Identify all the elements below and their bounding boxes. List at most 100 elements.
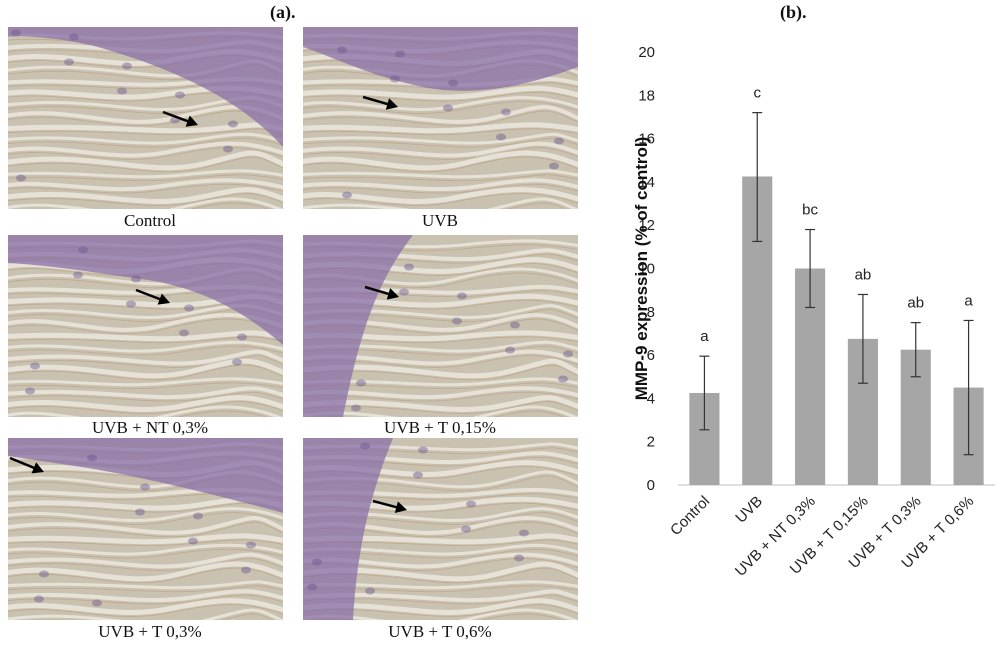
cell-nucleus	[404, 263, 414, 271]
brown-stain-fiber	[334, 202, 568, 209]
cell-nucleus	[232, 358, 242, 366]
collagen-fiber	[303, 358, 578, 379]
brown-stain-fiber	[8, 548, 283, 559]
cell-nucleus	[395, 50, 405, 58]
brown-stain-fiber	[8, 401, 283, 414]
y-tick-label: 0	[647, 477, 655, 494]
collagen-fiber	[303, 395, 578, 412]
collagen-fiber	[8, 150, 283, 171]
collagen-fiber	[8, 141, 283, 158]
collagen-fiber	[303, 405, 578, 417]
collagen-fiber	[8, 561, 283, 582]
collagen-fiber	[8, 187, 283, 204]
collagen-fiber	[8, 533, 283, 545]
brown-stain-fiber	[303, 183, 578, 194]
brown-stain-fiber	[303, 193, 578, 206]
cell-nucleus	[246, 541, 256, 549]
cell-nucleus	[563, 350, 573, 358]
collagen-fiber	[8, 543, 283, 556]
cell-nucleus	[496, 133, 506, 141]
cell-nucleus	[30, 362, 40, 370]
epidermis-band	[303, 438, 393, 620]
brown-stain-fiber	[303, 101, 578, 114]
y-tick-label: 14	[638, 174, 655, 191]
cell-nucleus	[39, 570, 49, 578]
cell-nucleus	[461, 525, 471, 533]
arrow-icon	[9, 456, 39, 471]
panel-b-label: (b).	[780, 2, 807, 22]
arrow-head-icon	[31, 462, 44, 474]
brown-stain-fiber	[303, 147, 578, 160]
collagen-fiber	[8, 340, 283, 353]
significance-letter: c	[754, 85, 762, 102]
cell-nucleus	[193, 512, 203, 520]
cell-nucleus	[399, 288, 409, 296]
cell-nucleus	[413, 471, 423, 479]
cell-nucleus	[351, 404, 361, 412]
brown-stain-fiber	[303, 364, 578, 381]
y-tick-label: 4	[647, 390, 655, 407]
cell-nucleus	[554, 137, 564, 145]
collagen-fiber	[8, 580, 283, 590]
brown-stain-fiber	[24, 410, 268, 417]
cell-nucleus	[448, 79, 458, 87]
collagen-fiber	[8, 132, 283, 145]
cell-nucleus	[501, 108, 511, 116]
arrow-head-icon	[386, 288, 399, 300]
x-tick-label: Control	[667, 493, 713, 539]
brown-stain-fiber	[30, 202, 270, 209]
cell-nucleus	[69, 33, 79, 41]
cell-nucleus	[549, 162, 559, 170]
brown-stain-fiber	[303, 174, 578, 182]
cell-nucleus	[188, 537, 198, 545]
collagen-fiber	[8, 598, 283, 615]
brown-stain-fiber	[303, 345, 578, 356]
cell-nucleus	[34, 595, 44, 603]
collagen-fiber	[303, 533, 578, 545]
cell-nucleus	[184, 304, 194, 312]
collagen-fiber	[8, 589, 283, 603]
collagen-fiber	[303, 178, 578, 192]
epidermis-band	[8, 438, 283, 513]
y-tick-label: 2	[647, 434, 655, 451]
micrograph-control	[8, 27, 283, 209]
significance-letter: ab	[907, 295, 924, 312]
brown-stain-fiber	[8, 567, 283, 584]
collagen-fiber	[303, 589, 578, 603]
brown-stain-fiber	[303, 128, 578, 136]
caption-uvb-t-0-3: UVB + T 0,3%	[98, 622, 202, 641]
brown-stain-fiber	[303, 539, 578, 547]
collagen-fiber	[8, 516, 283, 535]
significance-letter: bc	[802, 202, 818, 219]
arrow-icon	[162, 110, 193, 125]
collagen-fiber	[303, 85, 578, 100]
collagen-fiber	[303, 187, 578, 204]
y-tick-label: 16	[638, 131, 655, 148]
collagen-fiber	[8, 169, 283, 179]
cell-nucleus	[87, 454, 97, 462]
cell-nucleus	[510, 321, 520, 329]
y-tick-label: 18	[638, 87, 655, 104]
arrow-head-icon	[185, 115, 198, 127]
brown-stain-fiber	[323, 613, 564, 620]
brown-stain-fiber	[8, 391, 283, 402]
arrow-icon	[362, 95, 393, 107]
cell-nucleus	[126, 300, 136, 308]
x-tick-label: UVB	[732, 493, 766, 527]
collagen-fiber	[303, 150, 578, 171]
y-tick-label: 6	[647, 347, 655, 364]
micrograph-uvb-nt-0-3	[8, 235, 283, 417]
cell-nucleus	[92, 599, 102, 607]
significance-letter: a	[700, 328, 709, 345]
arrow-head-icon	[157, 293, 170, 305]
brown-stain-fiber	[8, 147, 283, 160]
brown-stain-fiber	[43, 613, 274, 620]
cell-nucleus	[140, 483, 150, 491]
cell-nucleus	[356, 379, 366, 387]
brown-stain-fiber	[303, 401, 578, 414]
collagen-fiber	[8, 507, 283, 522]
micrograph-uvb	[303, 27, 578, 209]
cell-nucleus	[390, 75, 400, 83]
cell-nucleus	[337, 46, 347, 54]
significance-letter: a	[964, 292, 973, 309]
